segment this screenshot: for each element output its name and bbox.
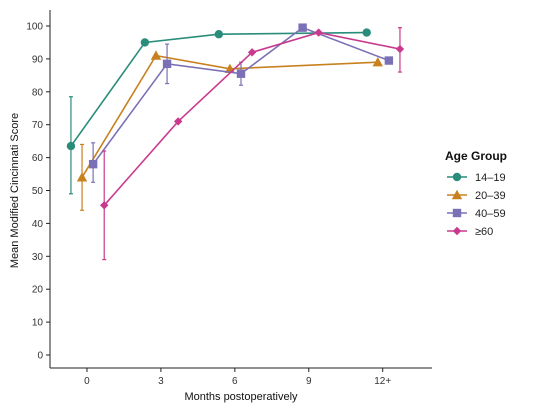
legend-swatch-marker — [452, 208, 462, 218]
x-tick-label: 0 — [84, 376, 90, 387]
x-tick-label: 3 — [158, 376, 164, 387]
data-point — [362, 28, 371, 37]
y-tick-label: 20 — [32, 285, 44, 296]
series-1 — [76, 50, 383, 211]
data-point — [214, 30, 224, 39]
x-tick-label: 9 — [306, 376, 312, 387]
data-point — [236, 69, 246, 78]
series-line — [70, 31, 367, 147]
legend-label: ≥60 — [475, 226, 493, 238]
legend-label: 20–39 — [475, 190, 506, 202]
axes — [49, 10, 432, 369]
legend: Age Group 14–19 20–39 40–59 ≥60 — [445, 149, 507, 238]
data-point — [162, 59, 172, 69]
x-tick-label: 12+ — [374, 376, 391, 387]
y-axis-title: Mean Modified Cincinnati Score — [9, 113, 21, 268]
series-line — [81, 54, 378, 178]
legend-swatch-marker — [452, 226, 462, 236]
x-axis-title: Months postoperatively — [184, 391, 298, 403]
y-tick-label: 0 — [37, 351, 43, 362]
y-tick-label: 100 — [26, 22, 43, 33]
data-point — [173, 117, 183, 126]
series-0 — [66, 28, 371, 195]
y-tick-label: 80 — [32, 87, 44, 98]
data-point — [66, 141, 76, 151]
y-tick-label: 10 — [32, 318, 44, 329]
data-point — [298, 23, 307, 32]
series-2 — [88, 23, 394, 183]
data-point — [372, 56, 383, 67]
y-tick-label: 50 — [32, 186, 44, 197]
legend-swatch-marker — [451, 189, 463, 200]
legend-title: Age Group — [445, 149, 507, 163]
data-point — [140, 38, 150, 47]
y-tick-label: 30 — [32, 252, 44, 263]
y-tick-label: 60 — [32, 153, 44, 164]
legend-label: 40–59 — [475, 208, 506, 220]
series-line — [103, 31, 401, 206]
data-point — [88, 159, 98, 169]
y-tick-label: 70 — [32, 120, 44, 131]
data-point — [314, 28, 323, 37]
data-point — [395, 44, 405, 54]
y-tick-label: 40 — [32, 219, 44, 230]
series-line — [92, 26, 390, 165]
data-point — [150, 50, 162, 60]
data-point — [384, 56, 394, 65]
y-tick-label: 90 — [32, 54, 44, 65]
data-point — [247, 48, 257, 57]
x-tick-label: 6 — [232, 376, 238, 387]
data-point — [100, 201, 109, 210]
series-3 — [100, 27, 405, 261]
legend-label: 14–19 — [475, 172, 506, 184]
legend-swatch-marker — [452, 172, 462, 182]
data-point — [76, 172, 88, 182]
